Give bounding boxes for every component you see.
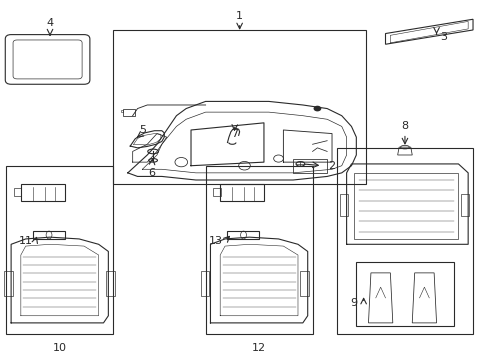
- Text: 12: 12: [251, 343, 265, 353]
- Bar: [340, 194, 347, 216]
- Bar: [336, 148, 472, 334]
- Bar: [460, 194, 468, 216]
- Bar: [6, 166, 113, 334]
- Bar: [205, 166, 312, 334]
- Bar: [353, 173, 458, 239]
- Circle shape: [313, 106, 321, 111]
- Text: 8: 8: [401, 121, 407, 131]
- Bar: [106, 271, 115, 296]
- Bar: [292, 158, 326, 173]
- Text: 6: 6: [148, 168, 155, 178]
- Bar: [201, 271, 209, 296]
- Bar: [33, 231, 64, 239]
- Text: 11: 11: [19, 236, 33, 246]
- Text: 5: 5: [139, 125, 145, 135]
- Bar: [113, 30, 366, 184]
- Bar: [212, 188, 220, 196]
- Bar: [4, 271, 13, 296]
- Bar: [300, 271, 308, 296]
- Text: 13: 13: [208, 236, 222, 246]
- Text: 4: 4: [46, 18, 54, 28]
- Text: 10: 10: [53, 343, 66, 353]
- Bar: [220, 184, 264, 202]
- Text: 2: 2: [328, 161, 335, 171]
- Bar: [14, 188, 21, 196]
- Text: 1: 1: [236, 11, 243, 21]
- Text: 7: 7: [231, 129, 238, 139]
- Bar: [227, 231, 259, 239]
- Text: 3: 3: [440, 32, 447, 42]
- Bar: [21, 184, 64, 202]
- Bar: [122, 109, 135, 116]
- Bar: [356, 262, 453, 327]
- Text: 9: 9: [349, 298, 357, 308]
